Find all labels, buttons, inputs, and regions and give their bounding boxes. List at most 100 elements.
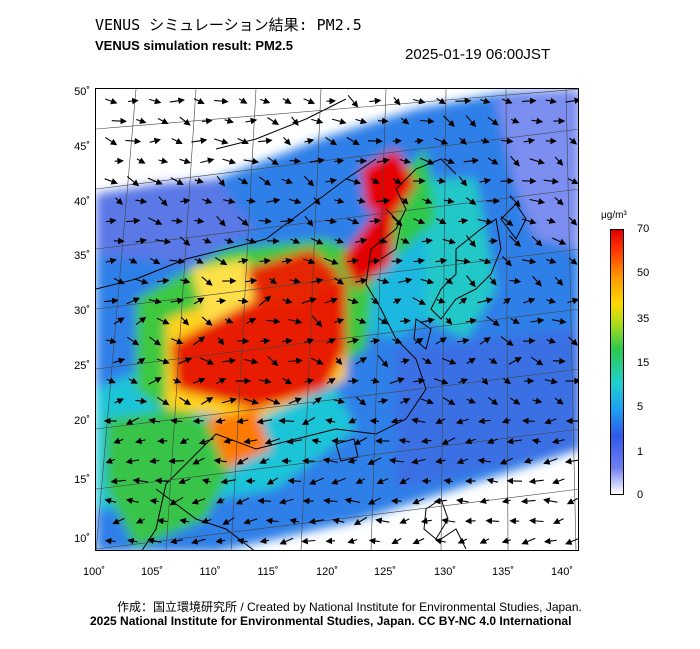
wind-arrow [158,157,169,164]
wind-arrow [171,217,184,225]
wind-arrow [290,237,301,244]
wind-arrow [113,317,125,325]
wind-arrow [445,277,454,285]
wind-arrow [347,94,359,108]
wind-arrow [257,497,272,505]
wind-arrow [500,336,514,347]
wind-arrow [243,437,258,445]
wind-arrow [112,517,125,525]
wind-arrow [308,477,324,485]
wind-arrow [224,237,235,244]
wind-arrow [216,497,225,504]
wind-arrow [523,297,536,304]
wind-arrow [355,117,368,125]
wind-arrow [444,197,455,205]
wind-arrow [333,397,345,405]
wind-arrow [355,237,368,245]
wind-arrow [367,497,381,505]
wind-arrow [303,175,315,187]
wind-arrow [238,97,248,104]
wind-arrow [508,357,522,365]
wind-arrow [256,418,273,425]
wind-arrow [531,117,544,125]
lat-tick-40: 40˚ [74,196,90,208]
wind-arrow [346,136,360,146]
wind-arrow [301,417,316,426]
wind-arrow [326,378,336,385]
wind-arrow [179,116,191,126]
wind-arrow [127,537,138,545]
wind-arrow [259,457,270,464]
wind-arrow [179,437,190,444]
wind-arrow [522,97,537,105]
wind-arrow [552,357,566,365]
wind-arrow [441,437,456,445]
wind-arrow [568,257,578,265]
wind-arrow [420,278,435,285]
wind-arrow [436,97,446,105]
wind-arrow [442,397,456,405]
wind-arrow [499,457,514,465]
wind-arrow [564,457,578,465]
wind-arrow [335,357,343,365]
wind-arrow [502,256,512,267]
lon-tick-140: 140˚ [550,566,574,578]
wind-arrow [445,317,453,325]
pm25-map [95,88,579,551]
wind-arrow [421,237,433,245]
wind-arrow [213,138,229,145]
wind-arrow [441,517,456,525]
wind-arrow [569,137,578,145]
wind-arrow [148,417,161,425]
wind-arrow [125,497,139,505]
wind-arrow [260,97,271,104]
wind-arrow [136,517,145,524]
wind-arrow [288,397,302,405]
wind-arrow [334,157,345,165]
wind-arrow [282,377,293,385]
wind-arrow [135,237,147,245]
wind-arrow [565,97,578,104]
wind-arrow [500,216,514,227]
colorbar-label-15: 15 [637,357,650,369]
wind-arrow [510,155,520,167]
wind-arrow [457,337,470,345]
wind-arrow [503,377,512,385]
wind-arrow [529,517,544,525]
colorbar-unit: μg/m³ [601,210,627,221]
wind-arrow [413,218,426,225]
wind-arrow [245,237,257,244]
wind-arrow [480,137,490,144]
wind-arrow [523,137,536,145]
wind-arrow [148,377,162,385]
wind-arrow [509,397,521,405]
wind-arrow [411,417,426,424]
wind-arrow [376,157,390,165]
wind-arrow [259,257,271,265]
wind-arrow [529,198,546,205]
wind-arrow [479,177,492,185]
wind-arrow [455,257,471,265]
wind-arrow [477,297,494,304]
wind-arrow [309,157,325,165]
wind-arrow [532,275,542,287]
wind-arrow [545,257,557,264]
wind-arrow [552,237,567,245]
wind-arrow [434,378,449,385]
wind-arrow [136,117,147,124]
wind-arrow [237,337,250,345]
wind-arrow [411,458,426,465]
wind-arrow [258,217,272,225]
wind-arrow [115,197,124,205]
wind-arrow [353,437,368,445]
wind-arrow [237,138,249,145]
wind-arrow [281,297,293,304]
wind-arrow [421,437,432,445]
wind-arrow [489,276,497,286]
wind-arrow [258,295,272,307]
lat-tick-10: 10˚ [74,533,90,545]
wind-arrow [334,237,344,244]
wind-arrow [353,516,368,526]
wind-arrow [125,457,140,465]
wind-arrow [288,197,302,205]
